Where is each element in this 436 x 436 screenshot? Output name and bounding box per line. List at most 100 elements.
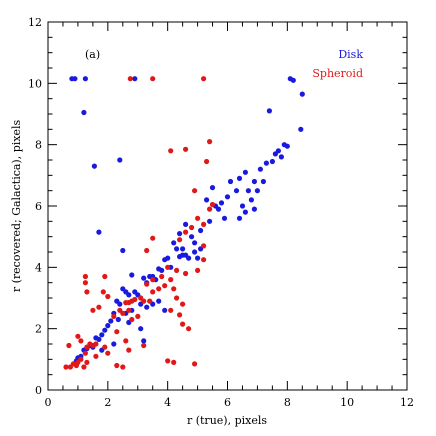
disk-point (242, 169, 248, 175)
disk-point (99, 332, 105, 338)
spheroid-point (63, 364, 69, 370)
spheroid-point (82, 273, 88, 280)
spheroid-point (204, 158, 210, 165)
spheroid-point (67, 364, 73, 370)
spheroid-point (201, 243, 207, 249)
spheroid-point (75, 333, 81, 339)
disk-point (236, 175, 243, 181)
y-tick-label: 8 (35, 139, 42, 152)
spheroid-point (93, 353, 99, 359)
disk-point (132, 76, 138, 82)
spheroid-point (201, 76, 207, 82)
disk-point (245, 188, 251, 194)
disk-point (91, 163, 97, 169)
disk-point (248, 197, 254, 203)
disk-point (207, 218, 213, 224)
spheroid-point (168, 307, 174, 313)
spheroid-point (82, 280, 88, 286)
disk-point (284, 143, 290, 149)
spheroid-point (159, 273, 165, 280)
legend-entry-spheroid: Spheroid (312, 67, 363, 80)
spheroid-point (144, 247, 150, 254)
spheroid-point (177, 237, 183, 243)
spheroid-point (207, 139, 213, 145)
disk-point (162, 307, 168, 313)
spheroid-point (165, 264, 171, 270)
spheroid-point (165, 358, 171, 364)
disk-point (180, 246, 186, 252)
spheroid-point (90, 307, 96, 313)
spheroid-point (84, 359, 90, 365)
spheroid-point (201, 221, 207, 227)
spheroid-point (114, 362, 120, 369)
disk-point (266, 108, 272, 114)
data-points (63, 76, 305, 370)
y-tick-label: 0 (35, 384, 42, 397)
spheroid-point (102, 344, 108, 350)
spheroid-point (183, 270, 189, 277)
disk-point (171, 240, 177, 246)
disk-point (114, 298, 120, 304)
disk-point (183, 252, 189, 258)
spheroid-point (150, 277, 156, 283)
spheroid-point (141, 342, 147, 349)
disk-point (189, 234, 195, 240)
spheroid-point (186, 326, 192, 332)
disk-point (254, 188, 260, 194)
disk-point (257, 166, 263, 172)
spheroid-point (84, 344, 90, 350)
spheroid-point (201, 257, 207, 263)
disk-point (156, 298, 162, 304)
spheroid-point (120, 364, 126, 370)
disk-point (221, 215, 228, 221)
y-tick-label: 12 (28, 16, 42, 29)
spheroid-point (123, 338, 129, 344)
disk-point (105, 323, 111, 329)
disk-point (269, 158, 275, 165)
spheroid-point (180, 321, 186, 327)
spheroid-point (81, 364, 87, 370)
disk-point (218, 200, 225, 206)
disk-point (195, 255, 201, 261)
disk-point (260, 178, 266, 185)
spheroid-point (126, 347, 132, 353)
spheroid-point (138, 295, 144, 301)
x-axis-label: r (true), pixels (187, 414, 267, 427)
x-tick-label: 12 (400, 396, 414, 409)
disk-point (129, 272, 135, 278)
disk-point (138, 326, 144, 332)
spheroid-point (150, 235, 156, 241)
spheroid-point (111, 313, 117, 319)
disk-point (102, 327, 108, 333)
disk-point (115, 316, 121, 323)
disk-point (215, 206, 222, 212)
spheroid-point (189, 224, 195, 231)
spheroid-point (174, 267, 180, 273)
disk-point (108, 318, 114, 324)
disk-point (156, 266, 162, 272)
disk-point (239, 203, 246, 209)
spheroid-point (171, 286, 177, 292)
spheroid-point (127, 76, 133, 82)
disk-point (120, 247, 126, 254)
spheroid-point (129, 316, 135, 323)
disk-point (93, 335, 99, 341)
disk-point (236, 215, 243, 221)
x-tick-label: 2 (104, 396, 111, 409)
x-tick-label: 10 (340, 396, 354, 409)
disk-point (82, 76, 88, 82)
spheroid-point (82, 350, 88, 356)
disk-point (72, 76, 78, 82)
spheroid-point (207, 206, 213, 212)
disk-point (209, 185, 216, 191)
spheroid-point (195, 267, 201, 273)
disk-point (141, 275, 147, 281)
spheroid-point (96, 304, 102, 310)
x-tick-label: 4 (164, 396, 171, 409)
disk-point (278, 154, 284, 160)
x-tick-label: 0 (45, 396, 52, 409)
spheroid-point (147, 298, 153, 304)
spheroid-point (209, 201, 216, 208)
y-tick-label: 10 (28, 77, 42, 90)
disk-point (111, 341, 117, 347)
